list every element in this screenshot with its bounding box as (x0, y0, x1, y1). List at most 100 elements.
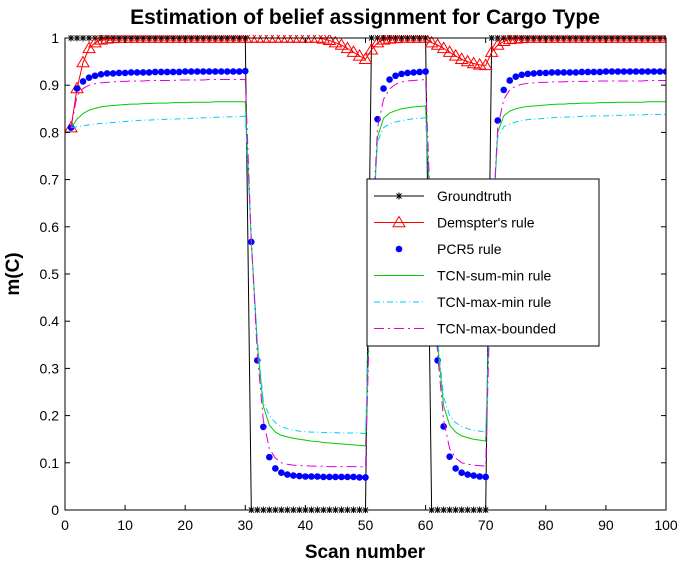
legend-item-pcr5-rule: PCR5 rule (395, 241, 502, 257)
series-pcr5-rule-point (422, 68, 429, 75)
series-pcr5-rule-point (278, 469, 285, 477)
series-pcr5-rule-point (296, 472, 303, 480)
series-demspter-s-rule-point (478, 58, 493, 71)
x-tick-label: 60 (418, 517, 434, 533)
series-demspter-s-rule-point (496, 35, 511, 47)
series-pcr5-rule-point (229, 68, 237, 75)
series-pcr5-rule-point (518, 71, 526, 79)
series-pcr5-rule-point (175, 68, 183, 76)
y-tick-label: 0.9 (40, 77, 60, 93)
series-pcr5-rule-point (332, 473, 339, 481)
series-pcr5-rule-point (115, 69, 123, 77)
series-pcr5-rule-point (290, 472, 297, 479)
series-pcr5-rule-point (211, 68, 219, 75)
series-demspter-s-rule-point (88, 35, 102, 48)
legend: Groundtruth Demspter's rule PCR5 rule TCN-s… (366, 178, 600, 347)
series-demspter-s-rule-point (454, 52, 469, 64)
series-tcn-max-bounded (70, 79, 666, 468)
legend-item-tcn-max-bounded: TCN-max-bounded (374, 321, 556, 337)
series-pcr5-rule-point (566, 69, 574, 76)
series-pcr5-rule-point (512, 73, 520, 81)
series-pcr5-rule-point (500, 86, 508, 94)
series-pcr5-rule-point (266, 453, 273, 461)
chart-title: Estimation of belief assignment for Carg… (130, 6, 600, 29)
series-pcr5-rule-point (187, 68, 195, 75)
y-tick-label: 0.2 (40, 408, 60, 424)
series-pcr5-rule-point (350, 473, 357, 481)
series-pcr5-rule-point (103, 70, 111, 77)
series-demspter-s-rule-point (82, 41, 96, 54)
legend-item-pcr5-rule-marker (395, 245, 403, 253)
series-pcr5-rule-point (644, 68, 652, 75)
series-pcr5-rule-point (476, 473, 483, 480)
series-pcr5-rule-point (392, 72, 399, 80)
series-pcr5-rule-point (302, 473, 309, 480)
series-pcr5-rule-point (127, 69, 135, 76)
series-pcr5-rule-point (91, 72, 99, 80)
series-pcr5-rule-point (626, 68, 634, 75)
series-demspter-s-rule-point (448, 48, 463, 61)
series-pcr5-rule-point (452, 465, 459, 472)
series-demspter-s-rule-point (76, 55, 90, 68)
series-pcr5-rule-point (97, 71, 105, 78)
series-pcr5-rule-point (608, 68, 616, 75)
series-demspter-s-rule-point (430, 38, 445, 50)
series-demspter-s-rule-point (340, 41, 355, 54)
series-pcr5-rule-point (85, 74, 93, 81)
series-pcr5-rule-point (584, 68, 592, 76)
series-pcr5-rule-point (121, 69, 129, 77)
x-tick-label: 10 (117, 517, 133, 533)
series-pcr5-rule-point (223, 68, 231, 75)
series-demspter-s-rule-point (346, 45, 361, 57)
y-tick-label: 0.3 (40, 360, 60, 376)
series-pcr5-rule-point (656, 68, 664, 75)
series-pcr5-rule-point (416, 68, 423, 76)
series-pcr5-rule-point (79, 78, 87, 85)
x-tick-label: 70 (478, 517, 494, 533)
series-pcr5-rule-point (614, 68, 622, 75)
series-pcr5-rule-point (410, 69, 417, 76)
series-pcr5-rule-point (398, 70, 405, 78)
series-pcr5-rule-point (73, 85, 81, 92)
legend-item-tcn-max-min-rule-label: TCN-max-min rule (437, 294, 552, 310)
series-demspter-s-rule-point (358, 52, 373, 64)
series-demspter-s-rule-point (322, 35, 337, 46)
series-pcr5-rule (67, 67, 666, 481)
series-pcr5-rule-point (620, 68, 628, 75)
series-pcr5-rule-point (470, 472, 477, 479)
series-tcn-sum-min-rule-line (70, 101, 666, 447)
y-tick-label: 1 (51, 30, 59, 46)
series-pcr5-rule-point (440, 423, 447, 430)
x-tick-label: 40 (298, 517, 314, 533)
series-demspter-s-rule-point (334, 38, 349, 50)
series-pcr5-rule-point (217, 68, 225, 75)
series-pcr5-rule-point (494, 117, 502, 124)
series-pcr5-rule-point (464, 471, 471, 478)
y-tick-label: 0.7 (40, 172, 60, 188)
series-pcr5-rule-point (356, 474, 363, 481)
series-pcr5-rule-point (554, 69, 562, 76)
legend-item-pcr5-rule-label: PCR5 rule (437, 241, 502, 257)
series-pcr5-rule-point (181, 68, 189, 75)
series-pcr5-rule-point (650, 68, 658, 75)
series-pcr5-rule-point (308, 473, 315, 480)
series-pcr5-rule-point (386, 76, 393, 83)
series-pcr5-rule-point (242, 67, 249, 75)
series-pcr5-rule-point (638, 68, 646, 75)
series-tcn-sum-min-rule (70, 101, 666, 447)
series-pcr5-rule-point (338, 473, 345, 481)
legend-box (366, 178, 600, 347)
series-demspter-s-rule-point (466, 56, 481, 69)
series-pcr5-rule-point (163, 68, 171, 76)
series-pcr5-rule-point (205, 68, 213, 75)
x-tick-label: 90 (598, 517, 614, 533)
series-pcr5-rule-point (109, 70, 117, 77)
series-demspter-s-rule-point (436, 41, 451, 54)
x-tick-label: 80 (538, 517, 554, 533)
legend-item-tcn-sum-min-rule: TCN-sum-min rule (374, 268, 552, 284)
series-pcr5-rule-point (404, 69, 411, 77)
legend-item-demspter-s-rule-marker (392, 215, 406, 228)
y-tick-label: 0 (51, 502, 59, 518)
x-tick-label: 20 (177, 517, 193, 533)
